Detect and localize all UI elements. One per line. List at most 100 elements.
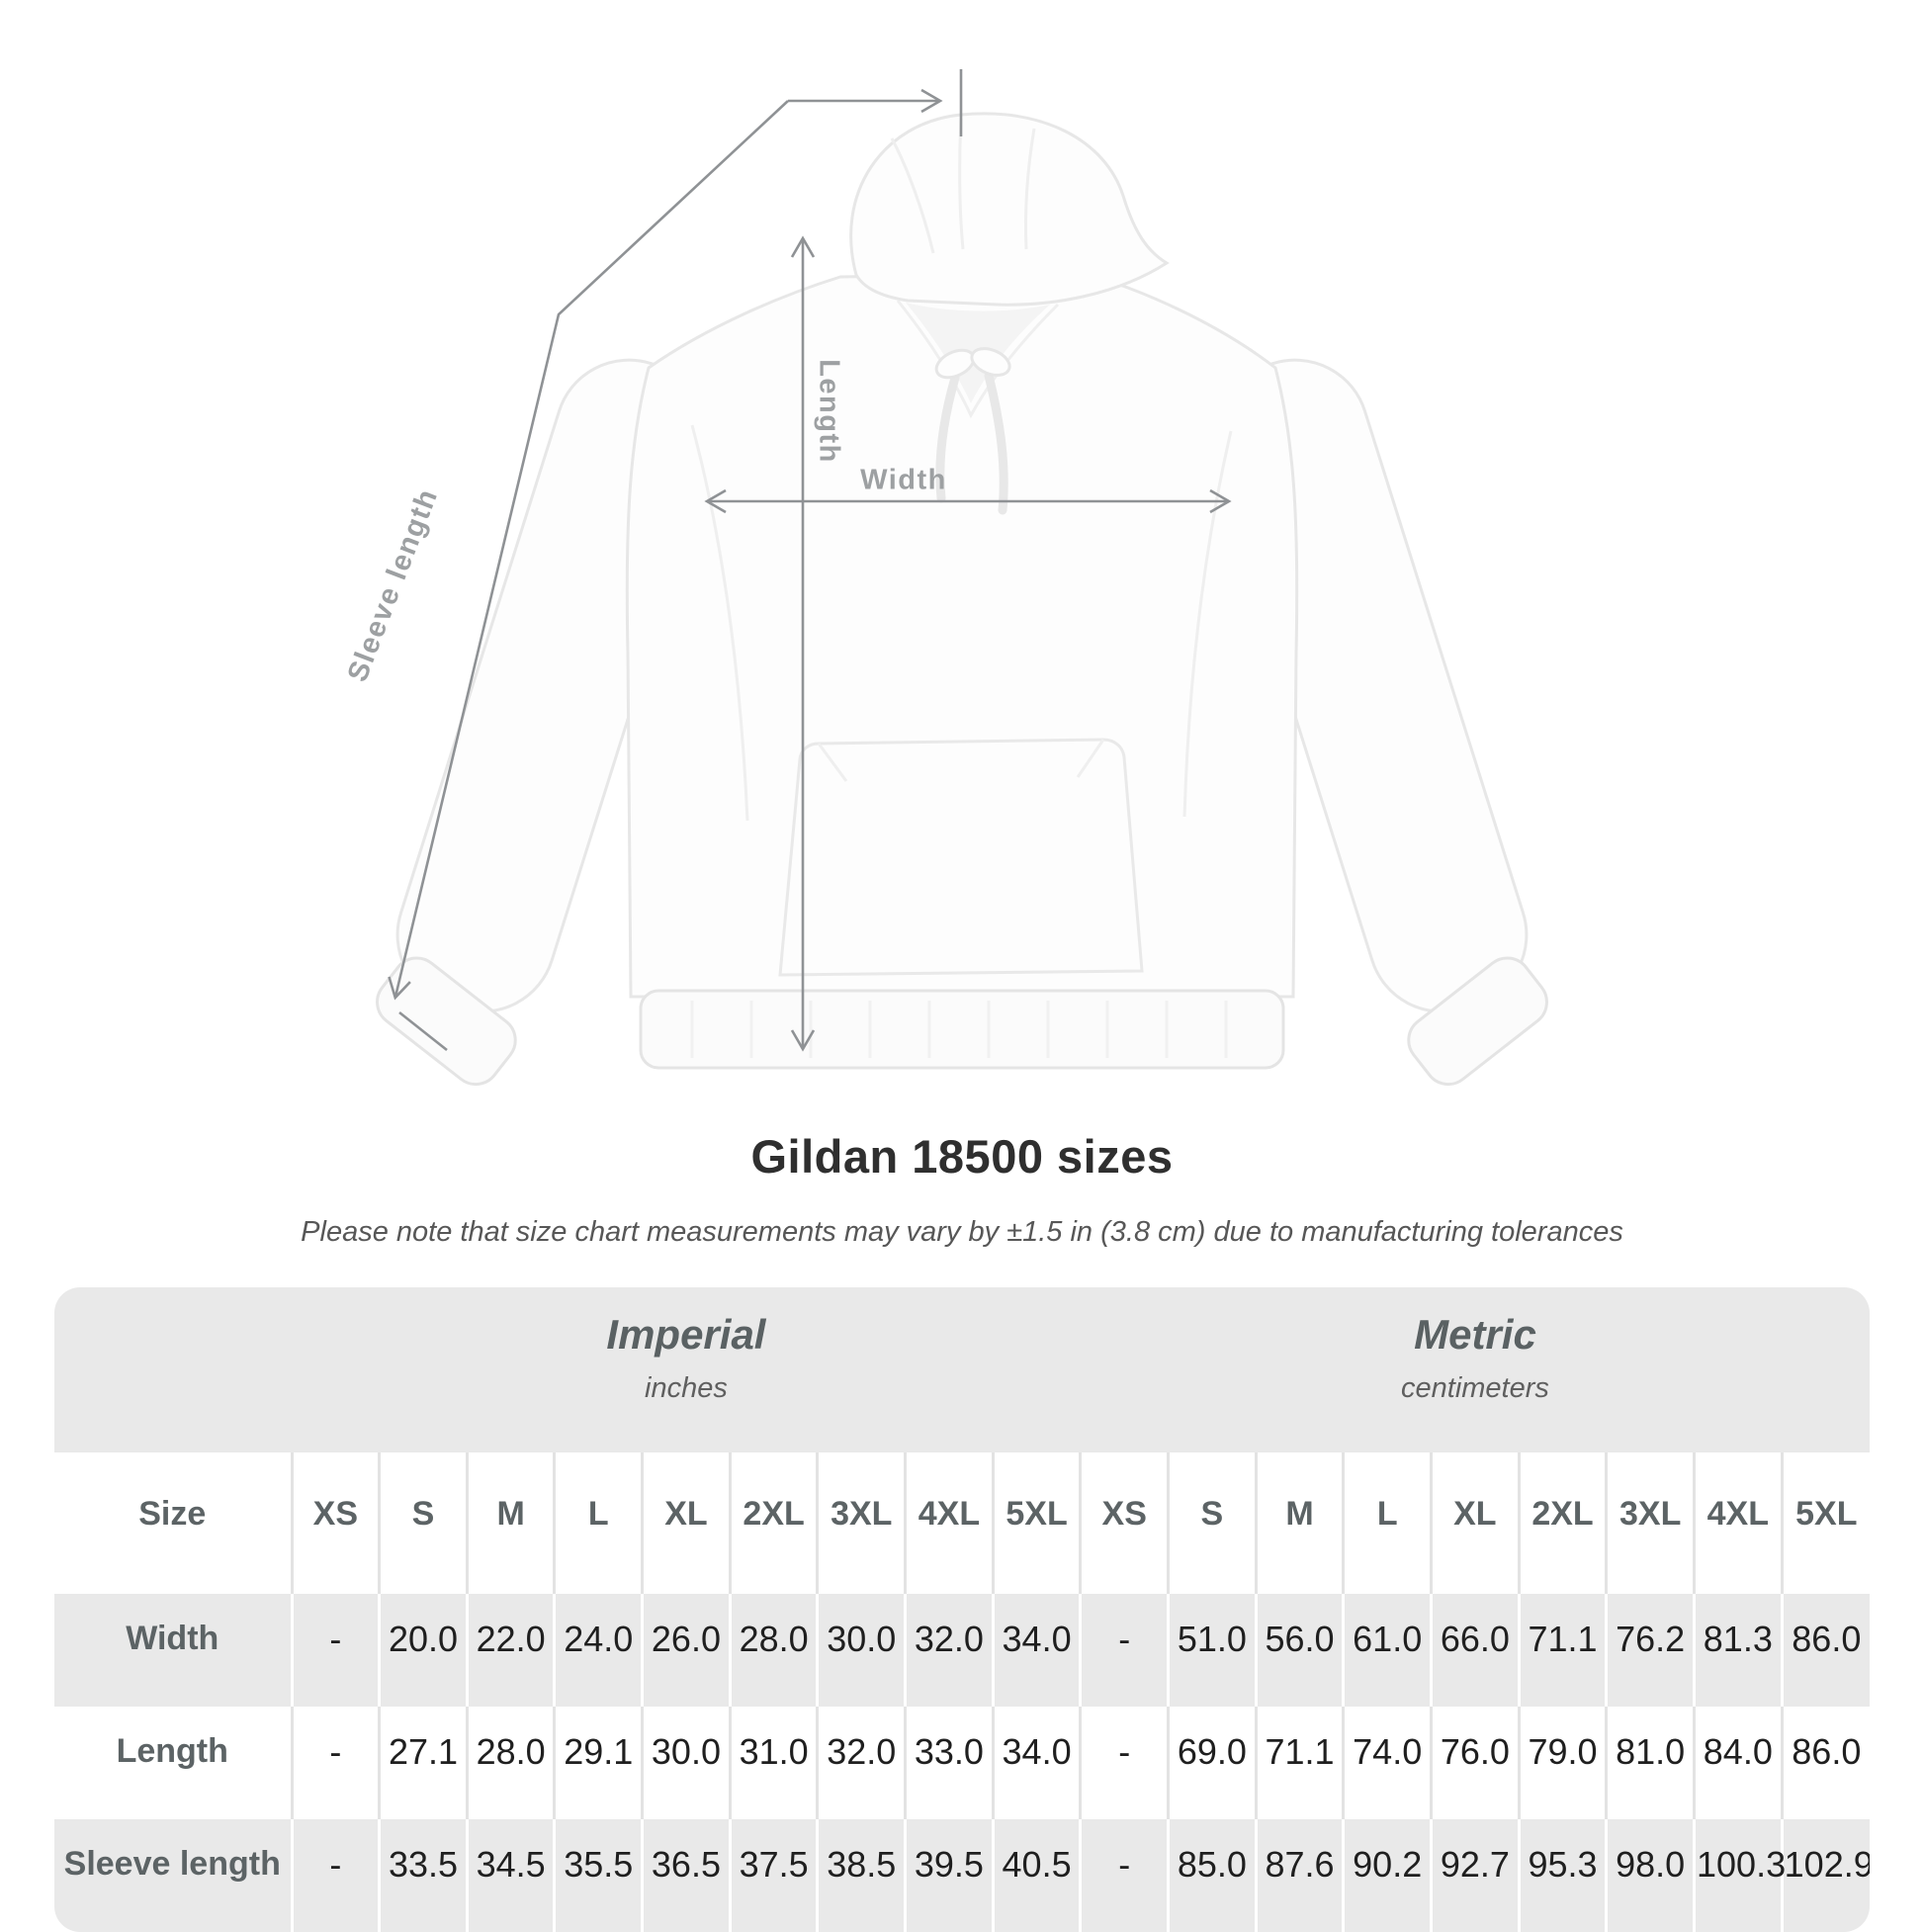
value-cell: - [1079,1819,1169,1932]
value-cell: 51.0 [1167,1594,1257,1707]
value-cell: 38.5 [816,1819,906,1932]
centimeters-label: centimeters [1401,1372,1549,1404]
width-diagram-label: Width [860,464,947,496]
length-diagram-label: Length [813,359,845,464]
size-header-4xl: 4XL [904,1452,994,1594]
imperial-group-header: Imperial inches [292,1287,1081,1452]
metric-label: Metric [1414,1311,1536,1358]
value-cell: 76.0 [1430,1707,1520,1819]
size-header-2xl: 2XL [728,1452,818,1594]
value-cell: 79.0 [1517,1707,1607,1819]
value-cell: 84.0 [1693,1707,1783,1819]
size-header-l: L [1342,1452,1432,1594]
size-header-5xl: 5XL [1780,1452,1870,1594]
value-cell: 76.2 [1605,1594,1695,1707]
size-header-4xl: 4XL [1693,1452,1783,1594]
value-cell: 87.6 [1254,1819,1344,1932]
value-cell: - [290,1707,380,1819]
value-cell: 27.1 [378,1707,468,1819]
sleeve-end-tick [398,1010,448,1052]
size-header-l: L [553,1452,643,1594]
value-cell: 34.5 [465,1819,555,1932]
value-cell: 30.0 [641,1707,731,1819]
value-cell: 28.0 [728,1594,818,1707]
hem-band [639,989,1285,1070]
unit-header-row: Imperial inches Metric centimeters [54,1287,1870,1452]
measurement-rows: Width -20.0 22.0 24.0 26.0 28.0 30.0 32.0 34.0-5… [54,1594,1870,1932]
inches-label: inches [645,1372,728,1404]
value-cell: 33.0 [904,1707,994,1819]
measurement-row-length: Length -27.1 28.0 29.1 30.0 31.0 32.0 33.0 34.0-… [54,1707,1870,1819]
value-cell: 34.0 [991,1594,1081,1707]
size-header-5xl: 5XL [991,1452,1081,1594]
size-header-3xl: 3XL [816,1452,906,1594]
value-cell: 71.1 [1254,1707,1344,1819]
value-cell: 100.3 [1693,1819,1786,1932]
value-cell: 102.9 [1780,1819,1870,1932]
row-label: Length [116,1732,228,1770]
hood [849,112,1170,307]
tolerance-note: Please note that size chart measurements… [301,1216,1623,1248]
size-header-3xl: 3XL [1605,1452,1695,1594]
size-header-xs: XS [290,1452,380,1594]
value-cell: 74.0 [1342,1707,1432,1819]
value-cell: 98.0 [1605,1819,1695,1932]
value-cell: 33.5 [378,1819,468,1932]
size-diagram: Sleeve length Length Width [342,69,1548,1087]
value-cell: 22.0 [465,1594,555,1707]
value-cell: 32.0 [816,1707,906,1819]
value-cell: 24.0 [553,1594,643,1707]
size-table: Imperial inches Metric centimeters Size … [54,1287,1870,1932]
value-cell: 90.2 [1342,1819,1432,1932]
value-cell: - [1079,1594,1169,1707]
value-cell: 69.0 [1167,1707,1257,1819]
metric-group-header: Metric centimeters [1080,1287,1870,1452]
measurement-row-sleeve-length: Sleeve length -33.5 34.5 35.5 36.5 37.5 38.5 39… [54,1819,1870,1932]
value-cell: 81.3 [1693,1594,1783,1707]
value-cell: 40.5 [991,1819,1081,1932]
value-cell: 92.7 [1430,1819,1520,1932]
value-cell: - [290,1594,380,1707]
right-cuff [1407,956,1548,1087]
value-cell: 85.0 [1167,1819,1257,1932]
page-title: Gildan 18500 sizes [750,1130,1174,1183]
value-cell: 61.0 [1342,1594,1432,1707]
value-cell: 71.1 [1517,1594,1607,1707]
hoodie-photo [376,112,1548,1087]
value-cell: 81.0 [1605,1707,1695,1819]
value-cell: 29.1 [553,1707,643,1819]
value-cell: 20.0 [378,1594,468,1707]
value-cell: 36.5 [641,1819,731,1932]
measurement-lines [388,69,1232,1052]
value-cell: - [290,1819,380,1932]
value-cell: 35.5 [553,1819,643,1932]
size-header-xl: XL [1430,1452,1520,1594]
value-cell: 56.0 [1254,1594,1344,1707]
size-header-2xl: 2XL [1517,1452,1607,1594]
imperial-label: Imperial [606,1311,766,1358]
value-cell: 86.0 [1780,1707,1870,1819]
value-cell: 37.5 [728,1819,818,1932]
size-header-row: Size XS S M L XL 2XL 3XL 4XL 5XL XS S M L XL 2XL 3XL 4XL… [54,1452,1870,1594]
value-cell: - [1079,1707,1169,1819]
value-cell: 26.0 [641,1594,731,1707]
size-column-header: Size [54,1452,292,1594]
measurement-row-width: Width -20.0 22.0 24.0 26.0 28.0 30.0 32.0 34.0-5… [54,1594,1870,1707]
kangaroo-pocket [778,738,1144,977]
corner-cell [54,1287,292,1452]
value-cell: 95.3 [1517,1819,1607,1932]
hoodie-diagram-svg [376,69,1548,1087]
size-header-m: M [465,1452,555,1594]
value-cell: 39.5 [904,1819,994,1932]
drawstring-left [935,373,960,503]
row-label: Width [126,1620,219,1657]
value-cell: 30.0 [816,1594,906,1707]
row-label: Sleeve length [63,1845,281,1883]
value-cell: 86.0 [1780,1594,1870,1707]
size-header-s: S [378,1452,468,1594]
value-cell: 28.0 [465,1707,555,1819]
sleeve-measure-line [388,100,789,1001]
size-chart-table: Imperial inches Metric centimeters Size … [54,1287,1870,1932]
size-header-s: S [1167,1452,1257,1594]
size-header-xl: XL [641,1452,731,1594]
